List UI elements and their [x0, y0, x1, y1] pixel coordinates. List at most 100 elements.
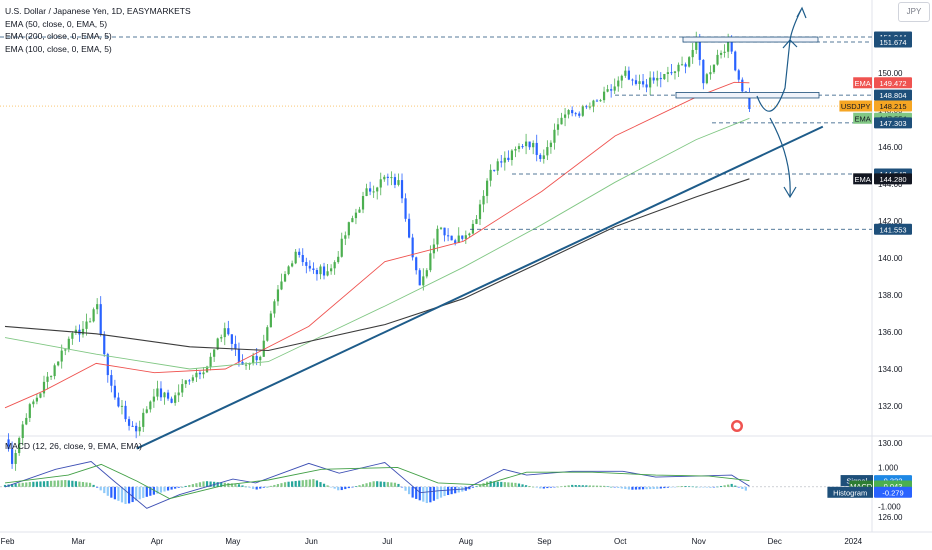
histogram-bar [99, 486, 102, 491]
histogram-bar [517, 483, 521, 487]
histogram-bar [78, 481, 81, 487]
y-tick-label: 142.00 [878, 217, 903, 226]
histogram-bar [429, 486, 432, 503]
candle [46, 376, 49, 382]
histogram-bar [390, 482, 393, 487]
histogram-bar [220, 482, 223, 487]
candle [32, 401, 35, 405]
candle [638, 81, 641, 84]
candle [326, 271, 329, 276]
candle [191, 377, 194, 381]
histogram-bar [67, 480, 70, 487]
histogram-bar [436, 486, 439, 500]
x-tick-label: Nov [692, 537, 706, 546]
candle [227, 328, 230, 335]
candle [92, 309, 95, 322]
histogram-bar [166, 486, 170, 491]
candle [620, 75, 623, 81]
histogram-bar [127, 486, 131, 504]
candle [234, 343, 237, 349]
histogram-bar [259, 486, 262, 489]
candle [567, 110, 570, 115]
histogram-bar [649, 486, 652, 490]
candle [528, 141, 531, 148]
histogram-bar [14, 483, 17, 487]
histogram-bar [638, 486, 641, 490]
x-tick-label: Dec [768, 537, 782, 546]
histogram-bar [202, 481, 205, 487]
histogram-bar [702, 486, 705, 488]
candle [439, 227, 443, 229]
currency-button[interactable]: JPY [898, 2, 930, 22]
projection-arrow-mid [756, 39, 791, 112]
ema-50-line [4, 81, 750, 409]
price-label-text: 147.303 [879, 119, 906, 128]
candle [709, 72, 712, 75]
histogram-bar [560, 486, 563, 487]
histogram-bar [620, 486, 623, 489]
x-tick-label: Sep [537, 537, 552, 546]
candle [266, 327, 269, 341]
price-tag: EMA [853, 112, 872, 124]
candle [21, 424, 24, 439]
histogram-bar [57, 480, 60, 487]
x-tick-label: Feb [1, 537, 15, 546]
x-tick-label: Apr [151, 537, 164, 546]
candle [361, 196, 365, 210]
histogram-bar [358, 485, 361, 487]
candle [503, 157, 506, 163]
candle [106, 354, 109, 376]
candle [617, 80, 620, 87]
histogram-bar [510, 482, 514, 487]
price-label: 151.674 [874, 36, 912, 48]
candle [468, 233, 471, 236]
y-tick-label: 126.00 [878, 513, 903, 522]
candle [673, 71, 677, 73]
histogram-bar [571, 484, 574, 487]
ema-200-line [4, 178, 750, 352]
candle [386, 176, 389, 178]
histogram-bar [691, 486, 694, 488]
histogram-bar [500, 481, 503, 487]
histogram-bar [53, 480, 56, 487]
range-box-bottom [675, 92, 820, 99]
candle [539, 154, 542, 159]
candle [252, 355, 255, 363]
histogram-bar [542, 486, 545, 489]
candle [716, 54, 719, 65]
candle [354, 212, 358, 219]
ema-100-line [4, 117, 750, 370]
candle [553, 129, 556, 143]
histogram-bar [369, 482, 372, 487]
histogram-bar [191, 484, 194, 487]
price-label-bg [874, 173, 912, 185]
histogram-bar [252, 486, 255, 489]
candle [25, 417, 28, 425]
candle [280, 281, 283, 290]
histogram-bar [400, 486, 404, 488]
histogram-bar [103, 486, 106, 494]
price-label: 147.303 [874, 117, 912, 129]
histogram-bar [337, 486, 340, 491]
histogram-bar [49, 480, 53, 487]
histogram-bar [386, 482, 389, 487]
histogram-bar [198, 482, 202, 487]
candle [610, 89, 613, 91]
histogram-bar [549, 486, 552, 488]
histogram-bar [606, 486, 609, 487]
macd-label-text: -0.279 [882, 488, 903, 497]
candle [67, 338, 70, 350]
candle [213, 349, 216, 357]
candle [209, 356, 212, 367]
candle [145, 409, 148, 413]
macd-tag-text: Histogram [833, 488, 867, 497]
candle [365, 188, 368, 197]
y-tick-label: 144.00 [878, 180, 903, 189]
arrowhead-icon [783, 186, 797, 199]
candle [510, 150, 514, 161]
histogram-bar [308, 479, 311, 487]
price-tag: USDJPY [839, 100, 872, 112]
histogram-bar [741, 486, 744, 489]
chart-legend: U.S. Dollar / Japanese Yen, 1D, EASYMARK… [5, 5, 191, 55]
